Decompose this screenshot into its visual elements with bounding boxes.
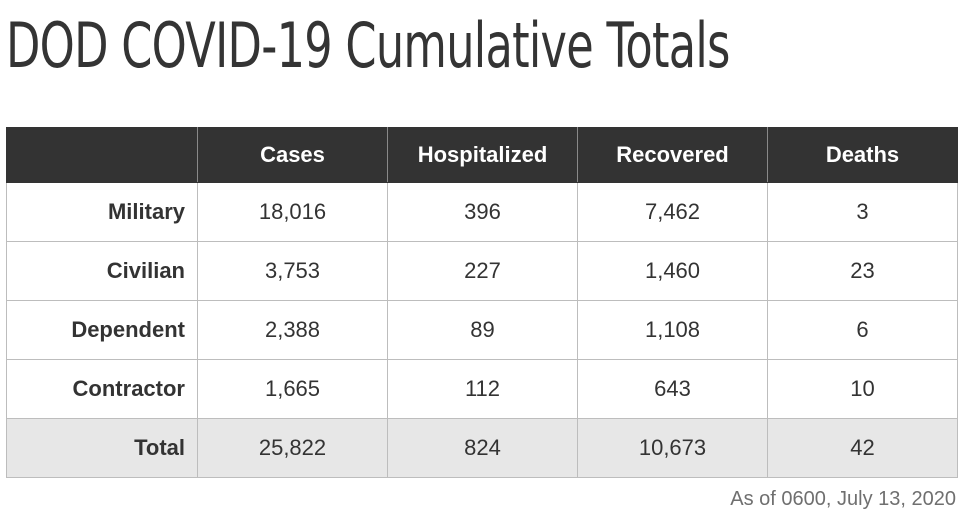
cell-military-recovered: 7,462 — [577, 182, 768, 242]
cell-military-hospitalized: 396 — [387, 182, 578, 242]
cell-civilian-recovered: 1,460 — [577, 241, 768, 301]
row-label-total: Total — [6, 418, 198, 478]
cell-total-recovered: 10,673 — [577, 418, 768, 478]
column-header-cases: Cases — [197, 127, 388, 183]
cell-civilian-cases: 3,753 — [197, 241, 388, 301]
cell-total-cases: 25,822 — [197, 418, 388, 478]
cell-contractor-cases: 1,665 — [197, 359, 388, 419]
row-label-contractor: Contractor — [6, 359, 198, 419]
cell-total-hospitalized: 824 — [387, 418, 578, 478]
page-title: DOD COVID-19 Cumulative Totals — [6, 9, 730, 82]
row-label-military: Military — [6, 182, 198, 242]
table-row-military: Military 18,016 396 7,462 3 — [6, 182, 958, 242]
as-of-footnote: As of 0600, July 13, 2020 — [730, 488, 956, 510]
covid-totals-table: Cases Hospitalized Recovered Deaths Mili… — [6, 127, 958, 478]
row-label-dependent: Dependent — [6, 300, 198, 360]
cell-dependent-cases: 2,388 — [197, 300, 388, 360]
cell-total-deaths: 42 — [767, 418, 958, 478]
table-row-total: Total 25,822 824 10,673 42 — [6, 418, 958, 478]
cell-contractor-hospitalized: 112 — [387, 359, 578, 419]
cell-civilian-hospitalized: 227 — [387, 241, 578, 301]
cell-civilian-deaths: 23 — [767, 241, 958, 301]
cell-contractor-recovered: 643 — [577, 359, 768, 419]
cell-dependent-recovered: 1,108 — [577, 300, 768, 360]
table-row-contractor: Contractor 1,665 112 643 10 — [6, 359, 958, 419]
column-header-deaths: Deaths — [767, 127, 958, 183]
column-header-recovered: Recovered — [577, 127, 768, 183]
cell-military-deaths: 3 — [767, 182, 958, 242]
table-row-civilian: Civilian 3,753 227 1,460 23 — [6, 241, 958, 301]
cell-contractor-deaths: 10 — [767, 359, 958, 419]
table-row-dependent: Dependent 2,388 89 1,108 6 — [6, 300, 958, 360]
cell-dependent-deaths: 6 — [767, 300, 958, 360]
header-corner-cell — [6, 127, 198, 183]
cell-dependent-hospitalized: 89 — [387, 300, 578, 360]
table-header-row: Cases Hospitalized Recovered Deaths — [6, 127, 958, 183]
row-label-civilian: Civilian — [6, 241, 198, 301]
column-header-hospitalized: Hospitalized — [387, 127, 578, 183]
cell-military-cases: 18,016 — [197, 182, 388, 242]
